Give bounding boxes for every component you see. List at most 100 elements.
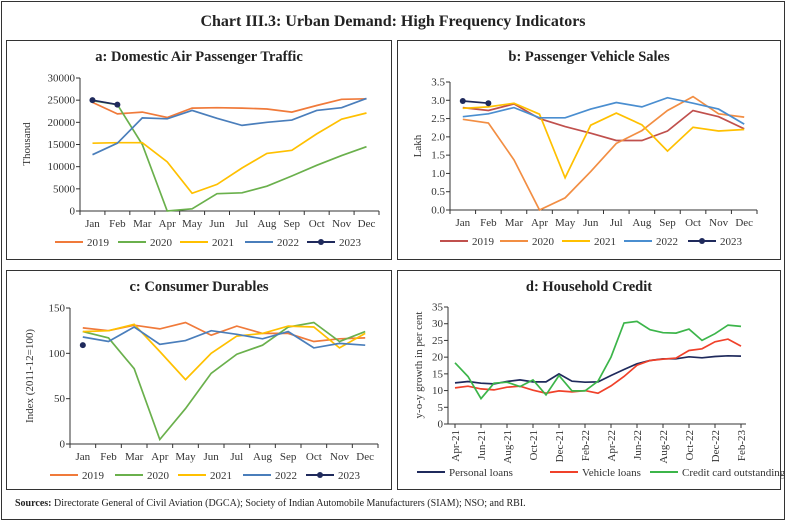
legend-label: 2023 xyxy=(338,470,361,482)
y-tick-label: 50 xyxy=(54,393,66,405)
chart-a: 0 5000 10000 15000 20000 25000 30000 Thousand Ja… xyxy=(21,73,380,249)
y-tick-label: 35 xyxy=(432,302,444,314)
x-tick-label: Aug xyxy=(632,217,651,229)
x-tick-label: Sep xyxy=(659,217,676,229)
x-tick-label: May xyxy=(175,451,196,463)
series-line-2022 xyxy=(82,326,366,349)
x-tick-label: Jan xyxy=(455,217,470,229)
sources-text: Directorate General of Civil Aviation (D… xyxy=(53,498,526,509)
y-tick-label: 1.0 xyxy=(431,168,445,180)
x-tick-label: Oct-22 xyxy=(684,430,696,461)
legend-label: 2019 xyxy=(87,237,110,249)
legend-label: 2022 xyxy=(275,470,297,482)
x-tick-label: Oct xyxy=(685,217,701,229)
panel-title: c: Consumer Durables xyxy=(129,279,269,295)
y-axis-label: Lakh xyxy=(412,134,424,157)
legend-item: 2021 xyxy=(562,236,616,248)
series-line-2020 xyxy=(92,99,367,212)
x-tick-label: Dec-22 xyxy=(710,430,722,462)
y-tick-label: 0 xyxy=(70,206,76,218)
y-axis-label: Thousand xyxy=(21,122,33,166)
x-tick-label: Jan xyxy=(75,451,90,463)
panel-vehicle-sales: b: Passenger Vehicle Sales xyxy=(397,40,781,260)
legend-item: 2023 xyxy=(307,237,362,249)
series-line-2022 xyxy=(92,97,367,156)
legend-item: 2020 xyxy=(118,237,173,249)
x-tick-label: Apr-21 xyxy=(450,430,462,462)
data-point-2023 xyxy=(79,342,86,349)
chart-c: 0 50 100 150 Index (2011-12=100) Jan Feb Mar Apr… xyxy=(24,303,379,482)
y-tick-label: 2.5 xyxy=(431,113,445,125)
legend-item: Credit card outstanding xyxy=(650,467,786,479)
x-tick-label: May xyxy=(555,217,576,229)
x-tick-label: Dec xyxy=(735,217,753,229)
figure-title: Chart III.3: Urban Demand: High Frequenc… xyxy=(200,13,586,30)
data-point-2023 xyxy=(114,101,121,108)
data-point-2023 xyxy=(485,100,492,107)
y-axis-label: y-o-y growth in per cent xyxy=(413,312,425,419)
x-tick-label: Feb-22 xyxy=(580,430,592,461)
legend-label: 2021 xyxy=(212,237,234,249)
y-tick-label: 10000 xyxy=(48,161,76,173)
x-tick-label: Feb-23 xyxy=(736,430,748,462)
y-tick-label: 20 xyxy=(432,352,444,364)
legend-item: 2023 xyxy=(306,470,361,482)
legend-item: 2019 xyxy=(50,470,105,482)
x-tick-label: Dec xyxy=(356,451,374,463)
y-tick-label: 3.5 xyxy=(431,77,445,89)
y-tick-label: 2.0 xyxy=(431,131,445,143)
panel-title: a: Domestic Air Passenger Traffic xyxy=(95,49,303,65)
series-line-credit-card-outstanding xyxy=(454,320,742,401)
x-tick-label: Oct-21 xyxy=(528,430,540,461)
legend-marker xyxy=(317,472,323,478)
legend-item: 2023 xyxy=(688,236,743,248)
legend-label: 2022 xyxy=(656,236,678,248)
legend-label: Vehicle loans xyxy=(582,467,641,479)
legend-label: 2021 xyxy=(594,236,616,248)
y-tick-label: 0 xyxy=(438,419,444,431)
y-tick-label: 15000 xyxy=(48,139,76,151)
sources-label: Sources: xyxy=(15,498,52,509)
y-tick-label: 3.0 xyxy=(431,95,445,107)
y-tick-label: 25 xyxy=(432,335,444,347)
x-tick-label: Aug-21 xyxy=(502,430,514,464)
x-tick-label: Dec xyxy=(358,218,376,230)
x-tick-label: Apr xyxy=(151,451,168,463)
x-tick-label: Jul xyxy=(236,218,249,230)
series-line-2023 xyxy=(92,99,118,106)
x-tick-label: Feb xyxy=(480,217,497,229)
legend-label: 2019 xyxy=(82,470,105,482)
legend-item: 2020 xyxy=(500,236,555,248)
series-line-vehicle-loans xyxy=(454,338,742,395)
legend-label: 2020 xyxy=(147,470,170,482)
legend-item: 2022 xyxy=(624,236,678,248)
x-tick-label: Jun xyxy=(209,218,225,230)
x-tick-label: Nov xyxy=(330,451,349,463)
x-tick-label: Mar xyxy=(505,217,524,229)
legend-label: 2023 xyxy=(339,237,362,249)
x-tick-label: Nov xyxy=(332,218,351,230)
legend-label: Personal loans xyxy=(449,467,513,479)
legend-item: 2021 xyxy=(180,237,234,249)
x-tick-label: Feb xyxy=(109,218,126,230)
panel-air-traffic: a: Domestic Air Passenger Traffic xyxy=(6,40,392,260)
legend-item: Personal loans xyxy=(417,467,513,479)
x-tick-label: Dec-21 xyxy=(554,430,566,462)
x-tick-label: Aug-22 xyxy=(658,430,670,464)
y-tick-label: 10 xyxy=(432,385,444,397)
x-tick-label: Jun xyxy=(204,451,220,463)
legend-item: Vehicle loans xyxy=(550,467,641,479)
y-tick-label: 1.5 xyxy=(431,150,445,162)
x-tick-label: Apr-22 xyxy=(606,430,618,462)
x-tick-label: Oct xyxy=(306,451,322,463)
x-tick-label: Aug xyxy=(257,218,276,230)
series-line-2023 xyxy=(462,100,489,105)
sources-note: Sources: Directorate General of Civil Av… xyxy=(15,498,526,509)
x-tick-label: Jan xyxy=(85,218,100,230)
legend-item: 2021 xyxy=(178,470,232,482)
y-tick-label: 150 xyxy=(49,303,66,315)
legend-item: 2022 xyxy=(245,237,299,249)
x-tick-label: May xyxy=(182,218,203,230)
